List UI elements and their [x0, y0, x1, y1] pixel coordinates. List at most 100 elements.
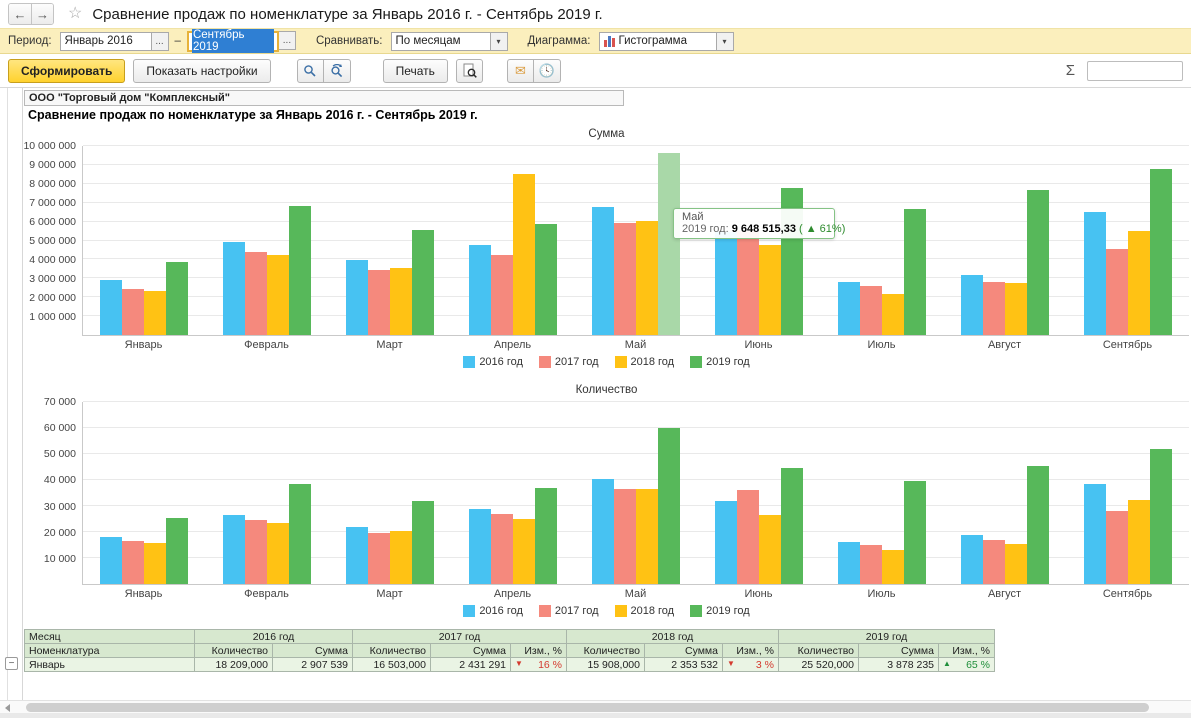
bar[interactable]	[658, 428, 680, 584]
bar[interactable]	[1004, 283, 1027, 335]
send-email-button[interactable]: ✉	[506, 58, 534, 83]
bar[interactable]	[881, 293, 904, 335]
bar[interactable]	[289, 205, 312, 335]
bar[interactable]	[267, 255, 290, 335]
bar[interactable]	[469, 245, 492, 335]
compare-select[interactable]: По месяцам	[390, 31, 491, 51]
diagram-select[interactable]: Гистограмма	[598, 31, 717, 51]
bar[interactable]	[390, 530, 413, 584]
period-to-picker-button[interactable]: ...	[278, 30, 296, 50]
value-cell[interactable]: 2 907 539	[272, 657, 353, 672]
bar[interactable]	[960, 274, 983, 335]
show-settings-button[interactable]: Показать настройки	[133, 58, 271, 83]
bar[interactable]	[346, 259, 369, 335]
print-preview-button[interactable]	[455, 58, 483, 83]
bar[interactable]	[223, 515, 246, 584]
generate-button[interactable]: Сформировать	[8, 58, 126, 83]
bar[interactable]	[144, 542, 167, 584]
bar[interactable]	[469, 508, 492, 584]
bar[interactable]	[1083, 212, 1106, 335]
bar[interactable]	[1026, 465, 1049, 584]
bar[interactable]	[736, 231, 759, 335]
bar[interactable]	[982, 539, 1005, 584]
bar[interactable]	[592, 478, 614, 584]
bar[interactable]	[1083, 483, 1106, 584]
bar[interactable]	[513, 519, 536, 584]
bar[interactable]	[122, 541, 145, 584]
bar[interactable]	[859, 545, 882, 584]
bar[interactable]	[100, 280, 123, 335]
bar[interactable]	[859, 285, 882, 335]
bar[interactable]	[658, 152, 680, 335]
bar[interactable]	[412, 500, 435, 584]
history-button[interactable]: 🕓	[533, 58, 561, 83]
bar[interactable]	[1105, 511, 1128, 584]
bar[interactable]	[903, 209, 926, 335]
change-cell[interactable]: ▲ 65 %	[938, 657, 995, 672]
bar[interactable]	[100, 536, 123, 584]
bar[interactable]	[780, 468, 803, 584]
bar[interactable]	[714, 232, 737, 335]
bar[interactable]	[1026, 190, 1049, 335]
bar[interactable]	[758, 515, 781, 584]
bar[interactable]	[1105, 249, 1128, 335]
bar[interactable]	[903, 481, 926, 584]
bar[interactable]	[837, 282, 860, 335]
bar[interactable]	[636, 489, 658, 584]
change-cell[interactable]: ▼ 16 %	[510, 657, 567, 672]
period-from-field[interactable]: Январь 2016	[59, 31, 152, 51]
bar[interactable]	[289, 483, 312, 584]
bar[interactable]	[636, 221, 658, 335]
favorite-star-icon[interactable]: ☆	[68, 5, 83, 22]
bar[interactable]	[166, 261, 189, 335]
value-cell[interactable]: 25 520,000	[778, 657, 859, 672]
bar[interactable]	[1004, 543, 1027, 584]
bar[interactable]	[390, 267, 413, 335]
bar[interactable]	[368, 269, 391, 335]
value-cell[interactable]: 15 908,000	[566, 657, 645, 672]
bar[interactable]	[245, 252, 268, 335]
print-button[interactable]: Печать	[382, 58, 448, 83]
bar[interactable]	[513, 173, 536, 335]
bar[interactable]	[1127, 230, 1150, 335]
value-cell[interactable]: 16 503,000	[352, 657, 431, 672]
bar[interactable]	[1149, 168, 1172, 335]
group-collapse-button[interactable]: −	[5, 657, 18, 670]
value-cell[interactable]: 2 431 291	[430, 657, 511, 672]
bar[interactable]	[491, 255, 514, 335]
bar[interactable]	[614, 222, 636, 335]
bar[interactable]	[982, 281, 1005, 335]
search-button[interactable]	[296, 58, 324, 83]
bar[interactable]	[1127, 499, 1150, 584]
bar[interactable]	[714, 500, 737, 584]
bar[interactable]	[736, 490, 759, 584]
forward-button[interactable]: →	[31, 4, 53, 24]
bar[interactable]	[592, 207, 614, 335]
bar[interactable]	[758, 245, 781, 335]
search-next-button[interactable]	[323, 58, 351, 83]
bar[interactable]	[245, 520, 268, 584]
bar[interactable]	[223, 242, 246, 335]
bar[interactable]	[614, 489, 636, 584]
period-to-field[interactable]: Сентябрь 2019	[186, 29, 279, 53]
bar[interactable]	[535, 223, 558, 335]
value-cell[interactable]: 3 878 235	[858, 657, 939, 672]
value-cell[interactable]: 18 209,000	[194, 657, 273, 672]
sum-field[interactable]	[1087, 60, 1183, 81]
change-cell[interactable]: ▼ 3 %	[722, 657, 779, 672]
bar[interactable]	[491, 513, 514, 584]
bar[interactable]	[346, 526, 369, 584]
bar[interactable]	[412, 230, 435, 335]
back-button[interactable]: ←	[9, 4, 31, 24]
bar[interactable]	[837, 542, 860, 584]
month-cell[interactable]: Январь	[24, 657, 195, 672]
compare-dropdown-arrow[interactable]: ▾	[490, 31, 508, 51]
scroll-left-arrow-icon[interactable]	[5, 704, 10, 712]
bar[interactable]	[166, 517, 189, 584]
diagram-dropdown-arrow[interactable]: ▾	[716, 31, 734, 51]
bar[interactable]	[1149, 448, 1172, 584]
bar[interactable]	[144, 290, 167, 335]
company-name-cell[interactable]: ООО "Торговый дом "Комплексный"	[24, 90, 624, 106]
value-cell[interactable]: 2 353 532	[644, 657, 723, 672]
bar[interactable]	[122, 289, 145, 335]
